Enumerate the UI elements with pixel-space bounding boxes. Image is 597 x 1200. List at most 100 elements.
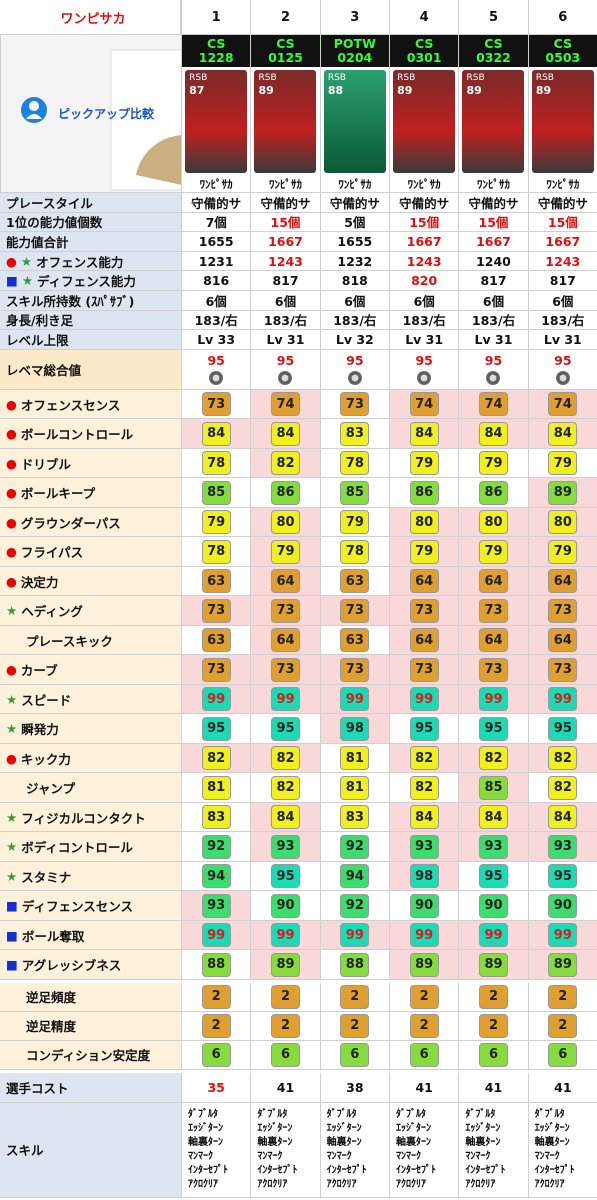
level-max-value: 95 bbox=[207, 353, 225, 369]
stat-badge: 6 bbox=[201, 1042, 231, 1067]
stat-badge: 73 bbox=[548, 598, 578, 623]
stat-badge: 78 bbox=[340, 539, 370, 564]
stat-cell: 82 bbox=[250, 448, 320, 478]
stat-cell: 2 bbox=[458, 1011, 528, 1040]
stat-badge: 99 bbox=[548, 923, 578, 947]
row-icon: ■ bbox=[6, 927, 18, 943]
header-row: ワンピサカ 1 2 3 4 5 6 bbox=[0, 0, 597, 35]
cost-value: 35 bbox=[181, 1072, 250, 1102]
stat-cell: 83 bbox=[181, 802, 251, 832]
stat-badge: 99 bbox=[270, 923, 300, 947]
stat-badge: 95 bbox=[409, 716, 439, 741]
skill-name: ﾏﾝﾏｰｸ bbox=[465, 1150, 491, 1162]
stat-row: ★ 瞬発力 95 95 98 95 95 95 bbox=[0, 714, 597, 744]
stat-cell: 6 bbox=[458, 1040, 528, 1069]
stat-badge: 63 bbox=[201, 569, 231, 593]
stat-badge: 81 bbox=[340, 746, 370, 770]
stat-row: ■ アグレッシブネス 88 89 88 89 89 89 bbox=[0, 950, 597, 980]
skill-name: ﾏﾝﾏｰｸ bbox=[188, 1150, 213, 1162]
info-row: 1位の能力値個数 7個 15個 5個 15個 15個 15個 bbox=[0, 212, 597, 233]
row-label-text: ヘディング bbox=[21, 604, 83, 619]
stat-cell: 6 bbox=[250, 1040, 320, 1069]
stat-row: ★ スピード 99 99 99 99 99 99 bbox=[0, 684, 597, 715]
stat-badge: 82 bbox=[548, 746, 578, 770]
stat-badge: 73 bbox=[270, 657, 300, 682]
stat-badge: 2 bbox=[478, 1013, 508, 1038]
info-value: 1243 bbox=[527, 251, 597, 271]
info-row: スキル所持数 (ｽﾊﾟｻﾌﾞ) 6個 6個 6個 6個 6個 6個 bbox=[0, 290, 597, 311]
column-number: 2 bbox=[250, 0, 319, 34]
stat-badge: 2 bbox=[201, 1013, 231, 1038]
stat-badge: 63 bbox=[340, 628, 370, 652]
stat-cell: 2 bbox=[389, 1011, 459, 1040]
stat-cell: 99 bbox=[458, 920, 528, 950]
card-name: ﾜﾝﾋﾟｻｶ bbox=[268, 178, 302, 191]
stat-row: ジャンプ 81 82 81 82 85 82 bbox=[0, 773, 597, 803]
stat-cell: 82 bbox=[527, 773, 597, 802]
row-icon: ● bbox=[6, 253, 17, 269]
stat-cell: 63 bbox=[319, 625, 389, 655]
stat-cell: 2 bbox=[319, 982, 389, 1011]
stat-cell: 81 bbox=[181, 773, 251, 802]
info-value: 183/右 bbox=[250, 310, 319, 330]
stat-cell: 64 bbox=[458, 566, 528, 596]
card-header: CS 0125 bbox=[251, 35, 320, 67]
info-row: 身長/利き足 183/右 183/右 183/右 183/右 183/右 183/右 bbox=[0, 310, 597, 331]
row-label: ● 決定力 bbox=[0, 566, 181, 596]
stat-badge: 79 bbox=[548, 451, 578, 475]
row-label: 能力値合計 bbox=[0, 232, 181, 251]
stat-cell: 2 bbox=[181, 982, 251, 1011]
row-label: ワンピサカ bbox=[0, 0, 181, 34]
stat-row: ■ ディフェンスセンス 93 90 92 90 90 90 bbox=[0, 891, 597, 921]
row-label-text: フライパス bbox=[20, 545, 84, 560]
row-icon: ■ bbox=[6, 898, 18, 913]
stat-row: ■ ボール奪取 99 99 99 99 99 99 bbox=[0, 920, 597, 951]
stat-badge: 84 bbox=[201, 421, 231, 446]
stat-cell: 64 bbox=[389, 566, 459, 596]
stat-badge: 99 bbox=[201, 923, 231, 947]
info-value: Lv 31 bbox=[458, 330, 527, 349]
stat-cell: 98 bbox=[389, 861, 459, 891]
stat-row: ● グラウンダーパス 79 80 79 80 80 80 bbox=[0, 507, 597, 538]
level-icon bbox=[347, 371, 362, 386]
stat-cell: 84 bbox=[250, 419, 320, 448]
stat-cell: 73 bbox=[319, 389, 389, 419]
card-image: RSB 89 bbox=[254, 69, 317, 173]
stat-cell: 80 bbox=[250, 507, 320, 537]
stat-badge: 94 bbox=[201, 864, 231, 888]
info-value: 1231 bbox=[181, 251, 250, 271]
info-value: 守備的サ bbox=[250, 193, 319, 212]
stat-badge: 64 bbox=[478, 569, 508, 593]
info-value: Lv 31 bbox=[527, 330, 597, 349]
row-label-text: カーブ bbox=[20, 663, 58, 678]
stat-cell: 74 bbox=[458, 389, 528, 419]
info-value: 1667 bbox=[389, 232, 458, 251]
stat-cell: 84 bbox=[527, 419, 597, 448]
card-header: CS 0322 bbox=[459, 35, 528, 67]
column-number: 4 bbox=[389, 0, 458, 34]
stat-row: ● カーブ 73 73 73 73 73 73 bbox=[0, 655, 597, 685]
stat-row: ● 決定力 63 64 63 64 64 64 bbox=[0, 566, 597, 597]
stat-row: ★ ヘディング 73 73 73 73 73 73 bbox=[0, 596, 597, 626]
card-name: ﾜﾝﾋﾟｻｶ bbox=[546, 178, 580, 191]
row-label: ● グラウンダーパス bbox=[0, 507, 181, 537]
stat-cell: 93 bbox=[250, 832, 320, 861]
stat-badge: 93 bbox=[270, 834, 300, 859]
info-value: Lv 31 bbox=[389, 330, 458, 349]
row-label-text: ドリブル bbox=[20, 456, 71, 472]
skill-name: ｱｸﾛｸﾘｱ bbox=[534, 1178, 565, 1190]
stat-cell: 6 bbox=[389, 1040, 459, 1069]
stat-cell: 92 bbox=[319, 832, 389, 861]
stat-badge: 2 bbox=[201, 984, 231, 1009]
stat-cell: 81 bbox=[319, 743, 389, 773]
skill-name: ｴｯｼﾞﾀｰﾝ bbox=[257, 1122, 293, 1134]
row-label: ● カーブ bbox=[0, 655, 181, 684]
stat-badge: 95 bbox=[201, 716, 231, 741]
stat-cell: 79 bbox=[527, 448, 597, 478]
card-position: RSB bbox=[189, 72, 208, 83]
column-number: 1 bbox=[181, 0, 250, 34]
card-name: ﾜﾝﾋﾟｻｶ bbox=[476, 178, 510, 191]
card-position: RSB bbox=[258, 72, 277, 83]
stat-cell: 86 bbox=[458, 478, 528, 507]
row-icon: ● bbox=[6, 426, 17, 441]
